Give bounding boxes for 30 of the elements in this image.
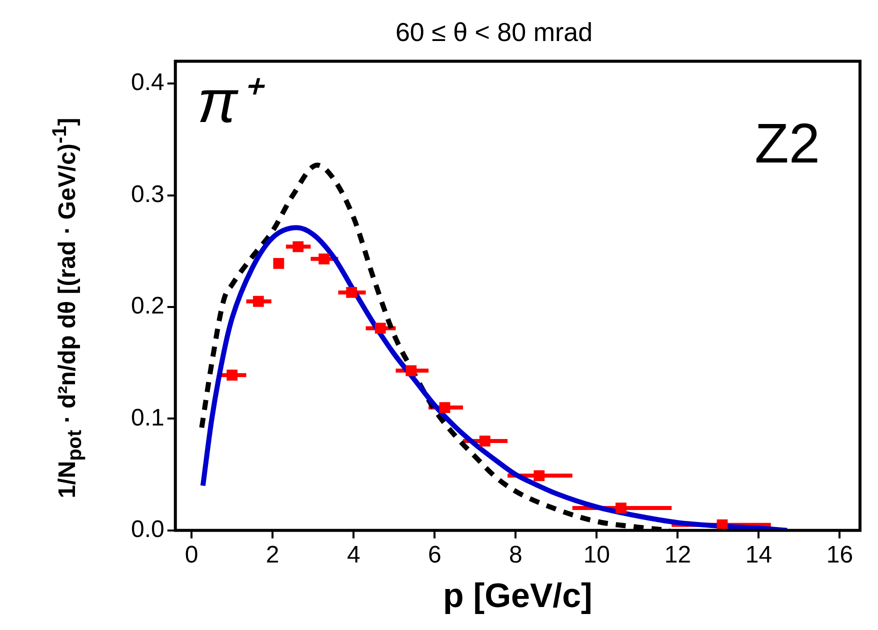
x-tick-label: 10 — [583, 541, 610, 568]
annotation: π⁺ — [197, 68, 266, 135]
x-tick-label: 0 — [184, 541, 198, 568]
x-tick-label: 14 — [745, 541, 772, 568]
y-tick-label: 0.3 — [130, 180, 164, 208]
y-tick-label: 0.4 — [130, 69, 164, 96]
y-tick-label: 0.2 — [130, 292, 164, 320]
point — [374, 322, 386, 334]
x-tick-label: 16 — [826, 541, 854, 568]
x-tick-label: 8 — [508, 541, 522, 568]
point — [479, 436, 490, 446]
point — [346, 287, 358, 298]
x-tick-label: 2 — [266, 541, 280, 568]
point — [439, 402, 450, 413]
y-tick-label: 0.1 — [130, 404, 164, 432]
chart-title: 60 ≤ θ < 80 mrad — [395, 16, 593, 47]
annotation: Z2 — [754, 112, 820, 175]
x-tick-label: 12 — [664, 541, 692, 568]
point — [226, 370, 238, 381]
point — [292, 241, 304, 252]
point — [273, 258, 284, 269]
point — [406, 365, 417, 376]
point — [318, 253, 330, 264]
y-tick-label: 0.0 — [130, 516, 164, 544]
x-tick-label: 4 — [346, 541, 360, 568]
x-axis-title: p [GeV/c] — [443, 576, 592, 615]
x-tick-label: 6 — [428, 541, 442, 568]
point — [534, 470, 545, 482]
point — [616, 502, 626, 514]
point — [252, 296, 264, 307]
